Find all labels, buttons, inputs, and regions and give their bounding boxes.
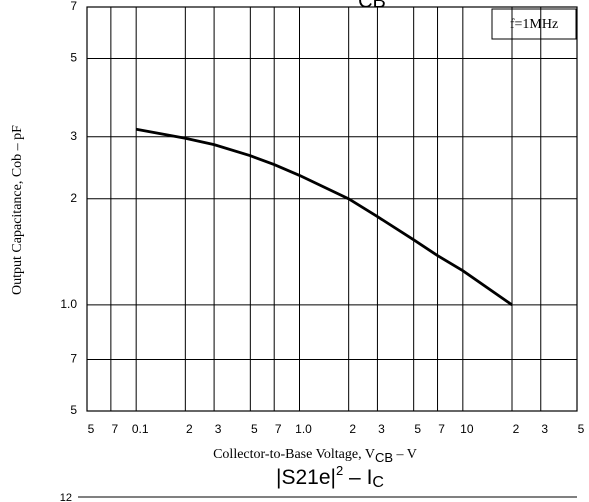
next-chart-tick: 12 — [60, 492, 72, 502]
x-tick-label: 7 — [112, 422, 119, 436]
chart-title-fragment: CB — [358, 0, 386, 12]
x-tick-label: 7 — [438, 422, 445, 436]
y-tick-label: 7 — [70, 352, 77, 366]
next-title-sup: 2 — [336, 463, 343, 478]
next-title-sub: C — [372, 474, 384, 491]
x-tick-label: 5 — [414, 422, 421, 436]
x-tick-label: 2 — [349, 422, 356, 436]
y-tick-label: 5 — [70, 403, 77, 417]
y-tick-label: 1.0 — [60, 297, 77, 311]
next-title-text: |S21e| — [276, 466, 336, 489]
x-tick-label: 5 — [578, 422, 585, 436]
y-tick-label: 2 — [70, 191, 77, 205]
next-title-mid: – I — [343, 466, 372, 489]
x-tick-label: 5 — [251, 422, 258, 436]
x-tick-label: 10 — [460, 422, 474, 436]
x-tick-label: 5 — [88, 422, 95, 436]
x-tick-label: 1.0 — [295, 422, 312, 436]
x-tick-label: 2 — [513, 422, 520, 436]
x-axis-label-sub: CB — [375, 450, 393, 465]
next-chart-title: |S21e|2 – IC — [276, 463, 384, 491]
plot-frame — [86, 6, 578, 412]
x-axis-label-text: Collector-to-Base Voltage, V — [213, 447, 375, 462]
x-axis-label: Collector-to-Base Voltage, VCB – V — [213, 447, 417, 465]
x-tick-label: 3 — [541, 422, 548, 436]
y-tick-label: 3 — [70, 129, 77, 143]
y-tick-label: 7 — [70, 0, 77, 13]
x-tick-label: 7 — [275, 422, 282, 436]
curve — [135, 127, 513, 307]
y-axis-label: Output Capacitance, Cob – pF — [10, 125, 25, 295]
x-tick-label: 2 — [186, 422, 193, 436]
x-tick-label: 3 — [215, 422, 222, 436]
x-axis-label-unit: – V — [393, 447, 417, 462]
y-tick-label: 5 — [70, 51, 77, 65]
x-tick-label: 0.1 — [132, 422, 149, 436]
annotation: f=1MHz — [510, 17, 558, 32]
x-tick-label: 3 — [378, 422, 385, 436]
annotation-box — [491, 8, 577, 40]
